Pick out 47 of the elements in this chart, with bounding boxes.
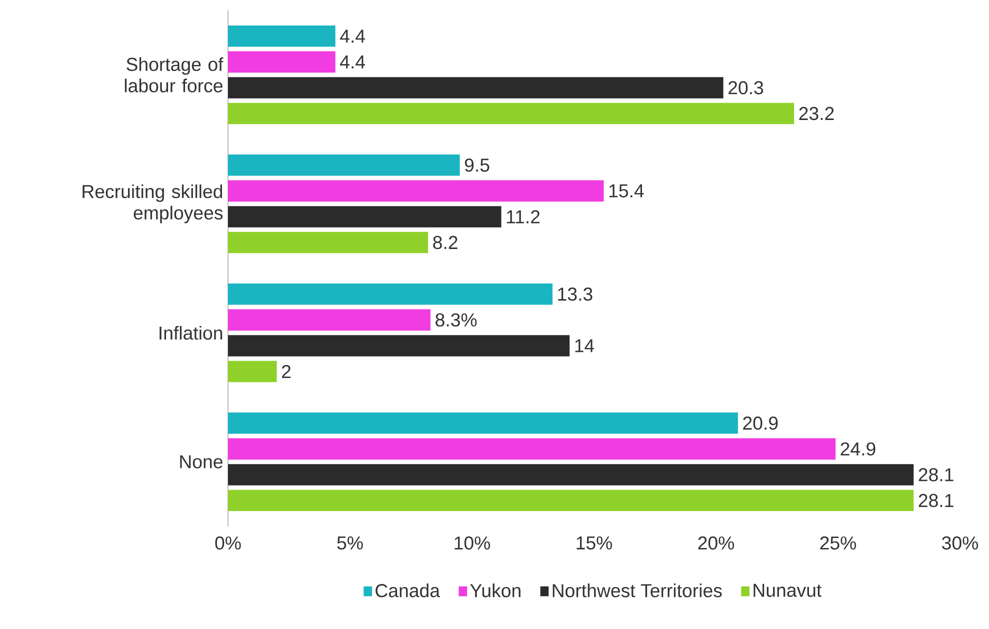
- bar: [228, 102, 794, 124]
- bar: [228, 490, 914, 512]
- data-label: 4.4: [340, 56, 366, 68]
- x-tick-label: 5%: [337, 536, 363, 550]
- bar: [228, 25, 336, 47]
- data-label: 15.4: [609, 184, 644, 198]
- data-label: 23.2: [799, 106, 834, 120]
- data-label: 4.4: [340, 30, 366, 43]
- data-label: 11.2: [506, 210, 540, 224]
- bar: [228, 464, 914, 486]
- bar: [228, 309, 431, 331]
- bar: [228, 180, 604, 202]
- legend-label: Nunavut: [754, 584, 822, 597]
- bar: [228, 232, 428, 254]
- y-tick-label: Shortage of labour force: [124, 57, 224, 92]
- data-label: 14: [575, 339, 594, 352]
- bar: [228, 154, 460, 176]
- bar: [228, 438, 836, 460]
- bar: [228, 360, 277, 382]
- x-tick-label: 25%: [820, 536, 856, 550]
- data-label: 8.3%: [436, 313, 477, 327]
- y-tick-label: None: [180, 455, 222, 468]
- x-tick-label: 10%: [454, 536, 490, 550]
- x-tick-label: 30%: [942, 536, 978, 550]
- data-label: 8.2: [433, 236, 458, 250]
- bar: [228, 335, 570, 356]
- data-label: 13.3: [558, 288, 592, 301]
- data-label: 24.9: [840, 442, 876, 456]
- y-tick-label: Recruiting skilled employees: [82, 184, 223, 224]
- bar: [228, 412, 738, 434]
- data-label: 20.3: [728, 81, 764, 94]
- bar: [228, 51, 336, 73]
- data-label: 28.1: [918, 468, 954, 482]
- x-tick-label: 15%: [576, 536, 612, 550]
- y-tick-label: Inflation: [160, 326, 222, 340]
- data-label: 2: [282, 365, 291, 378]
- legend-label: Yukon: [470, 584, 520, 598]
- bar: [228, 206, 502, 228]
- data-label: 9.5: [464, 158, 490, 172]
- x-tick-label: 0%: [215, 536, 241, 550]
- x-tick-label: 20%: [698, 536, 734, 550]
- data-label: 20.9: [743, 416, 778, 430]
- data-label: 28.1: [918, 494, 954, 508]
- legend-label: Northwest Territories: [552, 584, 722, 598]
- bar: [228, 77, 724, 98]
- bar: [228, 283, 553, 305]
- legend-label: Canada: [376, 584, 440, 598]
